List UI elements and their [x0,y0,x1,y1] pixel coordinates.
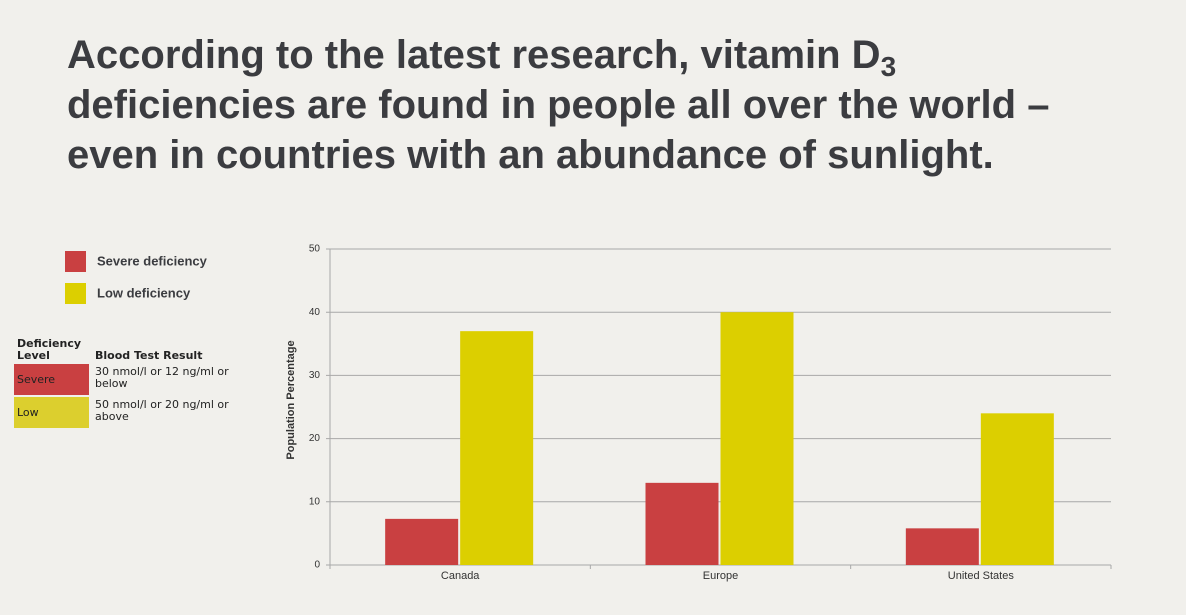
legend-swatch [65,251,86,272]
table-header: Deficiency Level Blood Test Result [14,338,248,362]
y-tick-label: 0 [314,560,320,571]
bar [720,312,794,565]
title: According to the latest research, vitami… [67,30,1049,180]
level-cell: Severe [14,364,89,395]
level-cell: Low [14,397,89,428]
y-tick-label: 10 [309,496,321,507]
bar [905,528,979,565]
legend-label: Low deficiency [97,285,191,300]
result-cell: 30 nmol/l or 12 ng/ml or below [95,365,229,390]
y-tick-label: 50 [309,244,321,255]
table-row: Low 50 nmol/l or 20 ng/ml or above [14,397,248,428]
bar [460,331,534,565]
y-tick-label: 30 [309,370,321,381]
x-tick-label: Canada [441,570,480,582]
y-tick-label: 40 [309,307,321,318]
deficiency-table: Deficiency Level Blood Test Result Sever… [14,336,248,430]
title-line: even in countries with an abundance of s… [67,133,994,177]
y-axis-label: Population Percentage [285,340,297,459]
bar [645,482,719,565]
result-cell: 50 nmol/l or 20 ng/ml or above [95,398,229,423]
x-tick-label: United States [948,570,1015,582]
column-header: Deficiency Level [17,337,82,362]
legend-swatch [65,283,86,304]
column-header: Blood Test Result [95,349,203,362]
legend-label: Severe deficiency [97,253,208,268]
title-line: deficiencies are found in people all ove… [67,83,1050,127]
bar [385,518,459,565]
x-tick-label: Europe [703,570,738,582]
title-subscript: 3 [880,51,897,82]
title-line: According to the latest research, vitami… [67,33,881,77]
bar [980,413,1054,565]
y-tick-label: 20 [309,433,321,444]
table-row: Severe 30 nmol/l or 12 ng/ml or below [14,364,248,395]
